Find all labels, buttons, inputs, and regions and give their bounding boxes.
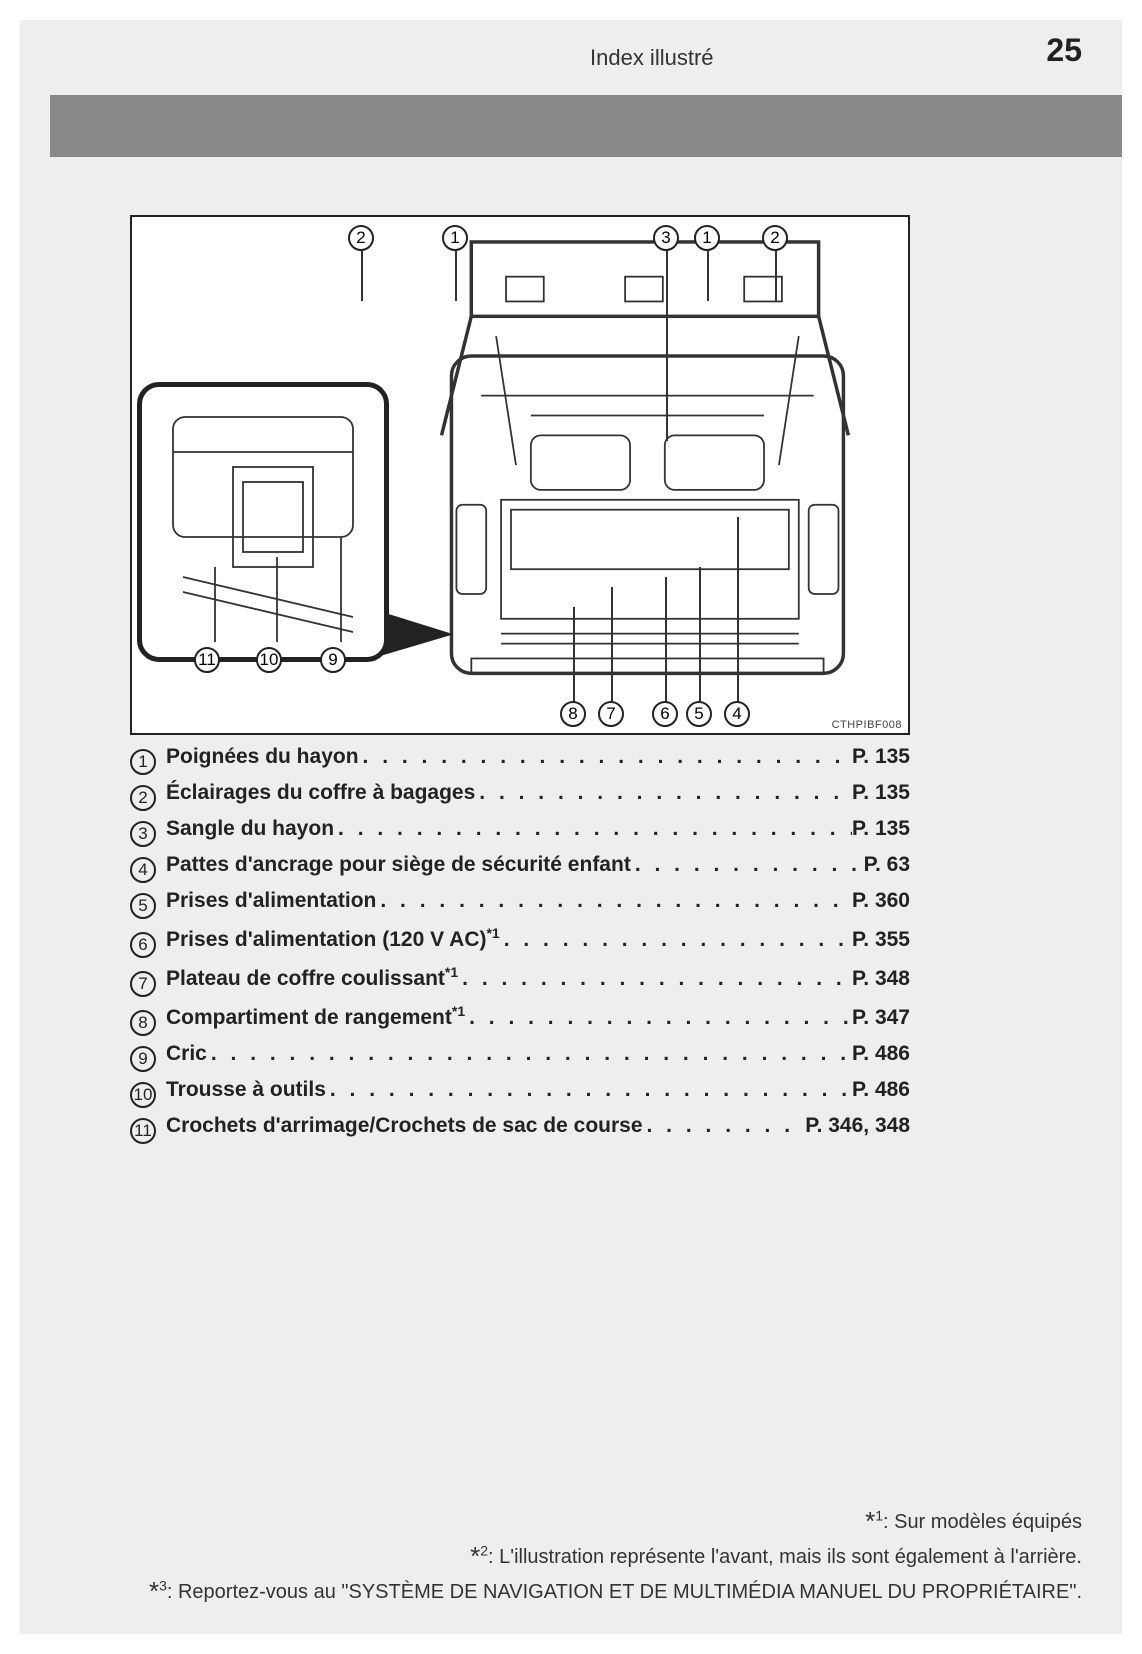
- legend-label: Compartiment de rangement*1: [166, 1003, 465, 1030]
- legend-label: Cric: [166, 1042, 207, 1066]
- footnote-line: *2: L'illustration représente l'avant, m…: [62, 1539, 1082, 1574]
- page-number: 25: [1046, 32, 1082, 69]
- legend-page-ref: P. 486: [852, 1078, 910, 1102]
- legend-row: 4Pattes d'ancrage pour siège de sécurité…: [130, 853, 910, 879]
- legend-row: 8Compartiment de rangement*1P. 347: [130, 1003, 910, 1032]
- diagram-frame: 2 1 3 1 2 8 7 6 5 4 11 10 9 CTHPIBF008: [130, 215, 910, 735]
- legend-page-ref: P. 348: [852, 967, 910, 991]
- legend-row: 7Plateau de coffre coulissant*1P. 348: [130, 964, 910, 993]
- legend-number: 11: [130, 1118, 156, 1144]
- legend-number: 3: [130, 821, 156, 847]
- legend-page-ref: P. 360: [852, 889, 910, 913]
- leader-dots: [631, 853, 864, 877]
- leader-dots: [359, 745, 852, 769]
- leader-dots: [500, 928, 852, 952]
- legend-label: Crochets d'arrimage/Crochets de sac de c…: [166, 1114, 643, 1138]
- leader-dots: [207, 1042, 852, 1066]
- leader-dots: [643, 1114, 806, 1138]
- legend-row: 6Prises d'alimentation (120 V AC)*1P. 35…: [130, 925, 910, 954]
- legend-list: 1 Poignées du hayon P. 135 2 Éclairages du c…: [130, 745, 910, 1150]
- legend-label: Prises d'alimentation (120 V AC)*1: [166, 925, 500, 952]
- legend-page-ref: P. 347: [852, 1006, 910, 1030]
- legend-row: 2Éclairages du coffre à bagagesP. 135: [130, 781, 910, 807]
- legend-page-ref: P. 135: [852, 781, 910, 805]
- legend-number: 10: [130, 1082, 156, 1108]
- legend-label: Prises d'alimentation: [166, 889, 376, 913]
- legend-row: 3Sangle du hayonP. 135: [130, 817, 910, 843]
- legend-number: 6: [130, 932, 156, 958]
- callout-2-top-right: 2: [762, 225, 788, 251]
- leader-dots: [475, 781, 852, 805]
- callout-9: 9: [320, 647, 346, 673]
- legend-label: Éclairages du coffre à bagages: [166, 781, 475, 805]
- legend-page-ref: P. 135: [852, 817, 910, 841]
- legend-label: Plateau de coffre coulissant*1: [166, 964, 458, 991]
- leader-dots: [465, 1006, 852, 1030]
- callout-1-top-right: 1: [694, 225, 720, 251]
- legend-label: Trousse à outils: [166, 1078, 326, 1102]
- legend-number: 5: [130, 893, 156, 919]
- legend-number: 1: [130, 749, 156, 775]
- inset-detail-frame: [137, 382, 389, 662]
- callout-8: 8: [560, 701, 586, 727]
- legend-row: 10Trousse à outilsP. 486: [130, 1078, 910, 1104]
- callout-5: 5: [686, 701, 712, 727]
- legend-row: 11Crochets d'arrimage/Crochets de sac de…: [130, 1114, 910, 1140]
- legend-number: 9: [130, 1046, 156, 1072]
- leader-dots: [458, 967, 852, 991]
- legend-row: 9CricP. 486: [130, 1042, 910, 1068]
- legend-number: 4: [130, 857, 156, 883]
- legend-page-ref: P. 63: [864, 853, 910, 877]
- image-reference-code: CTHPIBF008: [832, 719, 902, 731]
- callout-1-top-left: 1: [442, 225, 468, 251]
- callout-4: 4: [724, 701, 750, 727]
- legend-page-ref: P. 486: [852, 1042, 910, 1066]
- callout-10: 10: [256, 647, 282, 673]
- legend-page-ref: P. 346, 348: [805, 1114, 910, 1138]
- page-title: Index illustré: [590, 45, 714, 71]
- legend-label: Poignées du hayon: [166, 745, 359, 769]
- legend-number: 7: [130, 971, 156, 997]
- callout-11: 11: [194, 647, 220, 673]
- legend-row: 1Poignées du hayonP. 135: [130, 745, 910, 771]
- leader-dots: [376, 889, 852, 913]
- callout-2-top-left: 2: [348, 225, 374, 251]
- legend-label: Sangle du hayon: [166, 817, 334, 841]
- legend-page-ref: P. 355: [852, 928, 910, 952]
- footnote-line: *3: Reportez-vous au "SYSTÈME DE NAVIGAT…: [62, 1574, 1082, 1609]
- legend-page-ref: P. 135: [852, 745, 910, 769]
- callout-6: 6: [652, 701, 678, 727]
- footnote-line: *1: Sur modèles équipés: [62, 1504, 1082, 1539]
- callout-7: 7: [598, 701, 624, 727]
- legend-row: 5Prises d'alimentationP. 360: [130, 889, 910, 915]
- footnotes: *1: Sur modèles équipés*2: L'illustratio…: [62, 1504, 1082, 1609]
- leader-dots: [326, 1078, 852, 1102]
- legend-number: 2: [130, 785, 156, 811]
- vehicle-rear-drawing: [382, 237, 898, 713]
- leader-dots: [334, 817, 852, 841]
- legend-number: 8: [130, 1010, 156, 1036]
- legend-label: Pattes d'ancrage pour siège de sécurité …: [166, 853, 631, 877]
- header-stripe: [50, 95, 1122, 157]
- callout-3-top: 3: [653, 225, 679, 251]
